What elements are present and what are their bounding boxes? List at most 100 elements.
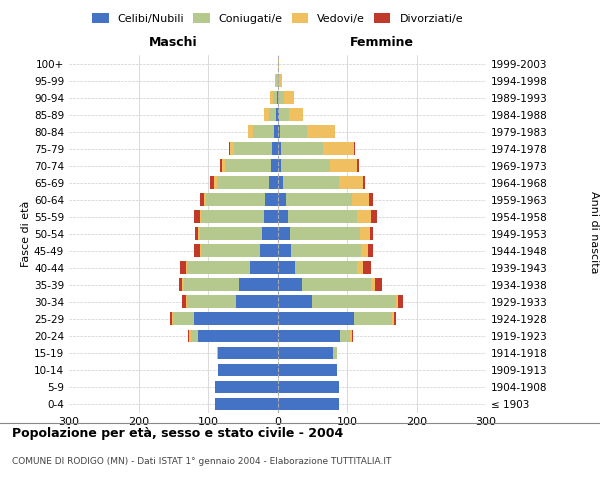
Bar	[369, 194, 373, 206]
Bar	[290, 228, 359, 240]
Bar	[278, 91, 284, 104]
Bar	[262, 228, 277, 240]
Bar	[358, 262, 363, 274]
Bar	[333, 346, 337, 360]
Bar	[277, 330, 340, 342]
Bar	[277, 262, 295, 274]
Bar	[170, 312, 172, 326]
Bar	[352, 194, 369, 206]
Y-axis label: Fasce di età: Fasce di età	[21, 200, 31, 267]
Text: Maschi: Maschi	[149, 36, 197, 49]
Bar	[312, 296, 395, 308]
Bar	[286, 194, 352, 206]
Bar	[277, 228, 290, 240]
Bar	[194, 244, 200, 257]
Bar	[279, 74, 283, 87]
Bar	[253, 125, 274, 138]
Bar	[201, 244, 260, 257]
Legend: Celibi/Nubili, Coniugati/e, Vedovi/e, Divorziati/e: Celibi/Nubili, Coniugati/e, Vedovi/e, Di…	[88, 8, 467, 28]
Bar	[277, 160, 281, 172]
Bar	[279, 108, 289, 121]
Bar	[289, 108, 303, 121]
Bar	[277, 244, 292, 257]
Bar	[277, 142, 281, 155]
Bar	[394, 312, 395, 326]
Bar	[210, 176, 214, 189]
Bar	[361, 244, 368, 257]
Bar	[277, 398, 338, 410]
Bar	[204, 194, 206, 206]
Bar	[263, 210, 277, 223]
Bar	[277, 312, 354, 326]
Bar	[277, 74, 279, 87]
Bar	[260, 244, 277, 257]
Bar	[248, 125, 253, 138]
Bar	[338, 176, 363, 189]
Bar	[363, 176, 365, 189]
Bar	[354, 312, 392, 326]
Bar	[186, 296, 187, 308]
Bar	[284, 91, 294, 104]
Bar	[277, 210, 288, 223]
Bar	[354, 142, 355, 155]
Bar	[201, 210, 263, 223]
Bar	[229, 142, 230, 155]
Bar	[350, 330, 352, 342]
Bar	[277, 57, 279, 70]
Bar	[275, 74, 276, 87]
Bar	[398, 296, 403, 308]
Bar	[182, 296, 186, 308]
Bar	[187, 262, 250, 274]
Bar	[218, 364, 277, 376]
Bar	[274, 91, 277, 104]
Bar	[277, 296, 312, 308]
Text: Anni di nascita: Anni di nascita	[589, 191, 599, 274]
Bar	[358, 160, 359, 172]
Text: Femmine: Femmine	[350, 36, 414, 49]
Bar	[269, 176, 277, 189]
Bar	[200, 194, 204, 206]
Bar	[198, 228, 200, 240]
Bar	[292, 244, 361, 257]
Bar	[277, 91, 278, 104]
Bar	[307, 125, 335, 138]
Bar	[186, 262, 187, 274]
Bar	[206, 194, 265, 206]
Bar	[352, 330, 353, 342]
Bar	[180, 262, 186, 274]
Bar	[371, 278, 375, 291]
Bar	[226, 160, 271, 172]
Bar	[359, 228, 370, 240]
Bar	[277, 194, 286, 206]
Bar	[230, 142, 234, 155]
Bar	[302, 278, 371, 291]
Bar	[187, 296, 236, 308]
Bar	[218, 346, 277, 360]
Bar	[200, 244, 201, 257]
Bar	[392, 312, 394, 326]
Bar	[371, 210, 377, 223]
Bar	[375, 278, 382, 291]
Bar	[215, 398, 277, 410]
Bar	[274, 125, 277, 138]
Text: COMUNE DI RODIGO (MN) - Dati ISTAT 1° gennaio 2004 - Elaborazione TUTTITALIA.IT: COMUNE DI RODIGO (MN) - Dati ISTAT 1° ge…	[12, 458, 391, 466]
Bar	[271, 160, 277, 172]
Bar	[277, 125, 280, 138]
Bar	[370, 228, 373, 240]
Bar	[277, 108, 279, 121]
Bar	[358, 210, 371, 223]
Bar	[191, 330, 197, 342]
Bar	[277, 346, 333, 360]
Bar	[189, 330, 191, 342]
Bar	[283, 176, 338, 189]
Bar	[329, 160, 358, 172]
Bar	[217, 346, 218, 360]
Bar	[182, 278, 184, 291]
Bar	[280, 125, 307, 138]
Bar	[215, 380, 277, 394]
Bar	[395, 296, 398, 308]
Bar	[295, 262, 358, 274]
Text: Popolazione per età, sesso e stato civile - 2004: Popolazione per età, sesso e stato civil…	[12, 428, 343, 440]
Bar	[197, 330, 277, 342]
Bar	[288, 210, 358, 223]
